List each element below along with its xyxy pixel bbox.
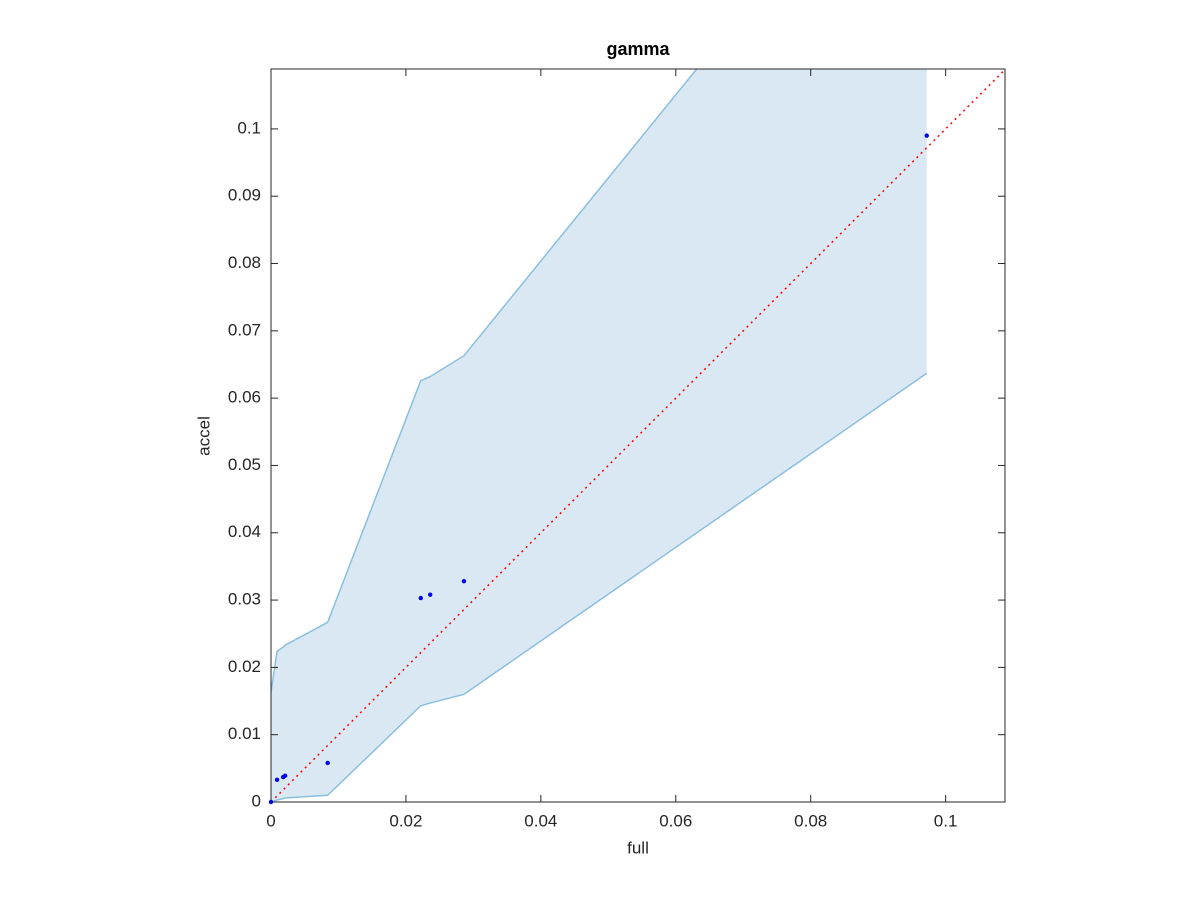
y-tick-label: 0.01 <box>228 724 261 743</box>
x-tick-label: 0 <box>266 811 275 830</box>
y-tick-label: 0.07 <box>228 320 261 339</box>
y-tick-label: 0.05 <box>228 455 261 474</box>
point <box>325 760 330 766</box>
y-tick-label: 0.02 <box>228 657 261 676</box>
x-tick-label: 0.08 <box>794 811 827 830</box>
chart-title: gamma <box>606 39 670 59</box>
point <box>461 579 467 584</box>
y-tick-label: 0.1 <box>237 118 261 137</box>
point <box>268 799 274 805</box>
band-edge <box>271 372 928 802</box>
y-tick-label: 0.06 <box>228 388 261 407</box>
point <box>418 595 423 601</box>
point <box>924 133 929 138</box>
y-tick-label: 0.04 <box>228 522 261 541</box>
y-tick-label: 0.03 <box>228 590 261 609</box>
x-tick-label: 0.02 <box>389 811 422 830</box>
plot-area <box>271 69 1005 802</box>
confidence-band <box>271 69 927 802</box>
axes-box <box>270 68 1006 803</box>
x-tick-label: 0.1 <box>934 811 958 830</box>
point <box>274 777 280 782</box>
x-tick-label: 0.04 <box>524 811 557 830</box>
identity-line <box>271 69 1005 802</box>
band-edge <box>271 69 698 693</box>
point <box>282 773 288 778</box>
y-tick-label: 0 <box>252 791 261 810</box>
x-tick-label: 0.06 <box>659 811 692 830</box>
point <box>428 592 433 597</box>
y-axis-label: accel <box>194 416 213 456</box>
x-axis-label: full <box>627 838 649 857</box>
y-tick-label: 0.09 <box>228 186 261 205</box>
y-tick-label: 0.08 <box>228 253 261 272</box>
